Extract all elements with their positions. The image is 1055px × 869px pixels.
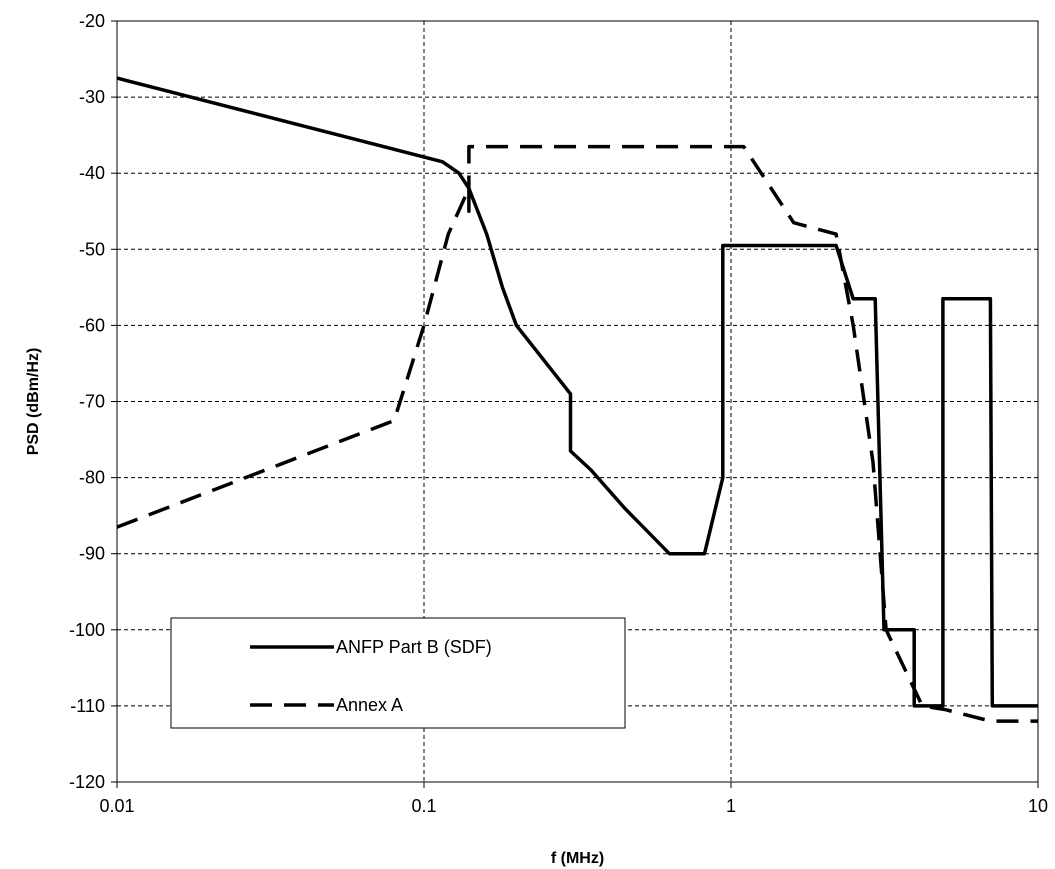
x-tick-label: 1	[726, 796, 736, 816]
y-tick-label: -60	[79, 315, 105, 335]
y-tick-label: -20	[79, 11, 105, 31]
y-tick-label: -80	[79, 468, 105, 488]
legend: ANFP Part B (SDF) Annex A	[170, 617, 626, 729]
y-tick-label: -120	[69, 772, 105, 792]
y-tick-label: -100	[69, 620, 105, 640]
y-axis-label: PSD (dBm/Hz)	[25, 348, 42, 456]
series-layer	[116, 76, 1038, 723]
legend-label-1: Annex A	[336, 695, 403, 715]
legend-label-0: ANFP Part B (SDF)	[336, 637, 492, 657]
y-tick-label: -70	[79, 392, 105, 412]
x-tick-label: 0.01	[99, 796, 134, 816]
y-tick-label: -40	[79, 163, 105, 183]
series-line-0	[116, 76, 1038, 708]
y-tick-label: -90	[79, 544, 105, 564]
series-line-1	[116, 144, 1038, 723]
x-tick-label: 0.1	[411, 796, 436, 816]
y-tick-label: -50	[79, 239, 105, 259]
x-axis-label: f (MHz)	[551, 850, 604, 867]
axis-ticks: -120 -110 -100 -90 -80 -70 -60 -50 -40 -30 -20 0.01…	[69, 11, 1048, 816]
y-tick-label: -30	[79, 87, 105, 107]
x-tick-label: 10	[1028, 796, 1048, 816]
y-tick-label: -110	[70, 696, 105, 716]
legend-box	[170, 617, 626, 729]
